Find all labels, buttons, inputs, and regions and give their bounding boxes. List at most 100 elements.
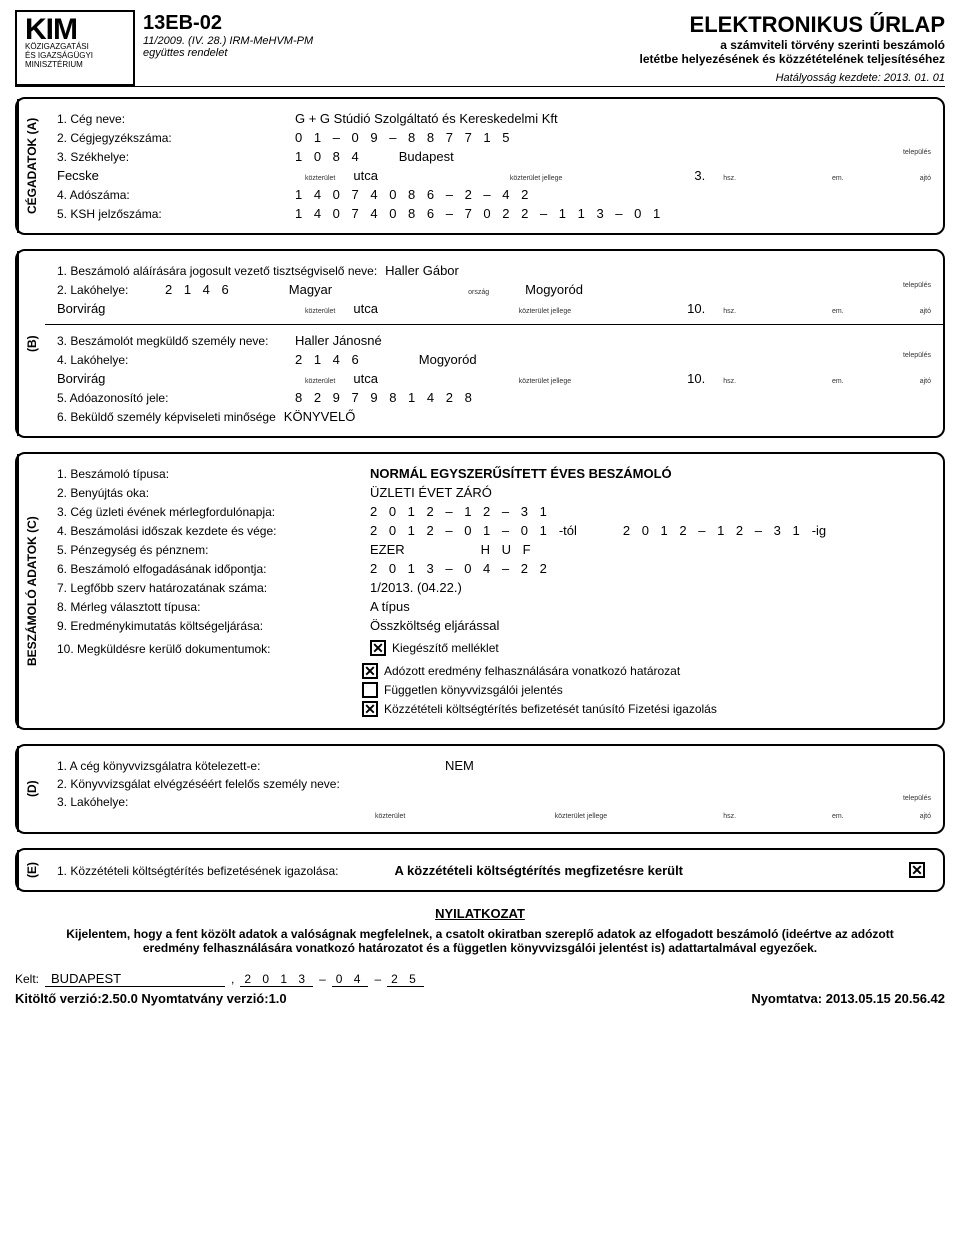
- a-v1: G + G Stúdió Szolgáltató és Kereskedelmi…: [295, 111, 558, 126]
- a-v5: 1 4 0 7 4 0 8 6 – 7 0 2 2 – 1 1 3 – 0 1: [295, 206, 664, 221]
- e-v1: A közzétételi költségtérítés megfizetésr…: [395, 863, 684, 878]
- section-b-label: (B): [17, 251, 45, 436]
- b-v6: KÖNYVELŐ: [284, 409, 356, 424]
- form-code: 13EB-02: [143, 12, 632, 35]
- declaration: NYILATKOZAT Kijelentem, hogy a fent közö…: [55, 906, 905, 955]
- header-effective: Hatályosság kezdete: 2013. 01. 01: [640, 72, 946, 84]
- section-c: BESZÁMOLÓ ADATOK (C) 1. Beszámoló típusa…: [15, 452, 945, 730]
- a-v3-hsz: 3.: [694, 168, 705, 183]
- tiny-orszag: ország: [468, 289, 489, 296]
- tiny-em-b: em.: [832, 308, 844, 315]
- doc-item: ✕ Adózott eredmény felhasználására vonatk…: [362, 663, 931, 679]
- tiny-telepules-d: település: [903, 795, 931, 802]
- header-right: ELEKTRONIKUS ŰRLAP a számviteli törvény …: [640, 10, 946, 86]
- b-v4-city: Mogyoród: [419, 352, 477, 367]
- tiny-kozterulet: közterület: [305, 175, 335, 182]
- c-l7: 7. Legfőbb szerv határozatának száma:: [57, 581, 362, 595]
- b-v4-type: utca: [353, 371, 378, 386]
- tiny-koztjell-b: közterület jellege: [519, 308, 572, 315]
- decl-text: Kijelentem, hogy a fent közölt adatok a …: [55, 927, 905, 955]
- tiny-koztjell-d: közterület jellege: [555, 813, 608, 820]
- sign-month: 0 4: [332, 972, 369, 987]
- footer: Kitöltő verzió:2.50.0 Nyomtatvány verzió…: [15, 991, 945, 1006]
- b-l4: 4. Lakóhelye:: [57, 353, 287, 367]
- tiny-hsz-d: hsz.: [723, 813, 736, 820]
- c-l9: 9. Eredménykimutatás költségeljárása:: [57, 619, 362, 633]
- b-v2-country: Magyar: [289, 282, 332, 297]
- section-c-label: BESZÁMOLÓ ADATOK (C): [17, 454, 45, 728]
- b-v2-zip: 2 1 4 6: [165, 282, 233, 297]
- section-b-body: 1. Beszámoló aláírására jogosult vezető …: [45, 251, 943, 436]
- section-e: (E) 1. Közzétételi költségtérítés befize…: [15, 848, 945, 892]
- c-v4a-sfx: -tól: [559, 523, 577, 538]
- doc-label: Közzétételi költségtérítés befizetését t…: [384, 702, 717, 716]
- doc-item: ✕ Közzétételi költségtérítés befizetését …: [362, 701, 931, 717]
- page-header: KIM KÖZIGAZGATÁSI ÉS IGAZSÁGÜGYI MINISZT…: [15, 10, 945, 87]
- tiny-hsz: hsz.: [723, 175, 736, 182]
- c-l3: 3. Cég üzleti évének mérlegfordulónapja:: [57, 505, 362, 519]
- c-v6: 2 0 1 3 – 0 4 – 2 2: [370, 561, 551, 576]
- section-b: (B) 1. Beszámoló aláírására jogosult vez…: [15, 249, 945, 438]
- tiny-koztjell: közterület jellege: [510, 175, 563, 182]
- d-l3: 3. Lakóhelye:: [57, 795, 128, 809]
- logo-main: KIM: [25, 16, 125, 43]
- header-sub2: letétbe helyezésének és közzétételének t…: [640, 52, 946, 66]
- checkbox-icon: [362, 682, 378, 698]
- c-v4b: 2 0 1 2 – 1 2 – 3 1: [623, 523, 804, 538]
- b-v4-street: Borvirág: [57, 371, 287, 386]
- b-v2-hsz: 10.: [687, 301, 705, 316]
- c-l6: 6. Beszámoló elfogadásának időpontja:: [57, 562, 362, 576]
- kelt-label: Kelt:: [15, 972, 39, 986]
- tiny-kozterulet-b2: közterület: [305, 378, 335, 385]
- c-v1: NORMÁL EGYSZERŰSÍTETT ÉVES BESZÁMOLÓ: [370, 466, 672, 481]
- b-l1: 1. Beszámoló aláírására jogosult vezető …: [57, 264, 377, 278]
- b-l2: 2. Lakóhelye:: [57, 283, 157, 297]
- c-l4: 4. Beszámolási időszak kezdete és vége:: [57, 524, 362, 538]
- form-ref1: 11/2009. (IV. 28.) IRM-MeHVM-PM: [143, 35, 632, 47]
- tiny-ajto: ajtó: [920, 175, 931, 182]
- d-v1: NEM: [445, 758, 474, 773]
- section-e-label: (E): [17, 850, 45, 890]
- c-v3: 2 0 1 2 – 1 2 – 3 1: [370, 504, 551, 519]
- checkbox-icon: ✕: [370, 640, 386, 656]
- tiny-telepules-b2: település: [903, 352, 931, 359]
- decl-title: NYILATKOZAT: [55, 906, 905, 921]
- tiny-telepules-b: település: [903, 282, 931, 289]
- a-v2: 0 1 – 0 9 – 8 8 7 7 1 5: [295, 130, 514, 145]
- b-l6: 6. Beküldő személy képviseleti minősége: [57, 410, 276, 424]
- a-v4: 1 4 0 7 4 0 8 6 – 2 – 4 2: [295, 187, 532, 202]
- section-d-label: (D): [17, 746, 45, 832]
- section-e-body: 1. Közzétételi költségtérítés befizetésé…: [45, 850, 943, 890]
- section-a-body: 1. Cég neve: G + G Stúdió Szolgáltató és…: [45, 99, 943, 233]
- c-l1: 1. Beszámoló típusa:: [57, 467, 362, 481]
- c-v2: ÜZLETI ÉVET ZÁRÓ: [370, 485, 492, 500]
- c-l5: 5. Pénzegység és pénznem:: [57, 543, 362, 557]
- checkbox-icon: ✕: [362, 663, 378, 679]
- b-l3: 3. Beszámolót megküldő személy neve:: [57, 334, 287, 348]
- e-l1: 1. Közzétételi költségtérítés befizetésé…: [57, 864, 339, 878]
- e-check: ✕: [909, 862, 925, 878]
- section-c-body: 1. Beszámoló típusa: NORMÁL EGYSZERŰSÍTET…: [45, 454, 943, 728]
- tiny-kozterulet-b: közterület: [305, 308, 335, 315]
- c-v8: A típus: [370, 599, 410, 614]
- doc-label: Kiegészítő melléklet: [392, 641, 499, 655]
- section-a-label: CÉGADATOK (A): [17, 99, 45, 233]
- a-v3-zip: 1 0 8 4: [295, 149, 363, 164]
- tiny-ajto-d: ajtó: [920, 813, 931, 820]
- c-l10: 10. Megküldésre kerülő dokumentumok:: [57, 642, 362, 656]
- a-l1: 1. Cég neve:: [57, 112, 287, 126]
- c-l2: 2. Benyújtás oka:: [57, 486, 362, 500]
- tiny-hsz-b: hsz.: [723, 308, 736, 315]
- footer-left: Kitöltő verzió:2.50.0 Nyomtatvány verzió…: [15, 991, 287, 1006]
- a-l2: 2. Cégjegyzékszáma:: [57, 131, 287, 145]
- header-sub1: a számviteli törvény szerinti beszámoló: [640, 38, 946, 52]
- b-v2-type: utca: [353, 301, 378, 316]
- tiny-ajto-b2: ajtó: [920, 378, 931, 385]
- sign-place: BUDAPEST: [45, 971, 225, 987]
- sign-year: 2 0 1 3: [240, 972, 313, 987]
- form-ref2: együttes rendelet: [143, 47, 632, 59]
- d-l2: 2. Könyvvizsgálat elvégzéséért felelős s…: [57, 777, 340, 791]
- checkbox-icon: ✕: [362, 701, 378, 717]
- doc-label: Adózott eredmény felhasználására vonatko…: [384, 664, 680, 678]
- tiny-em: em.: [832, 175, 844, 182]
